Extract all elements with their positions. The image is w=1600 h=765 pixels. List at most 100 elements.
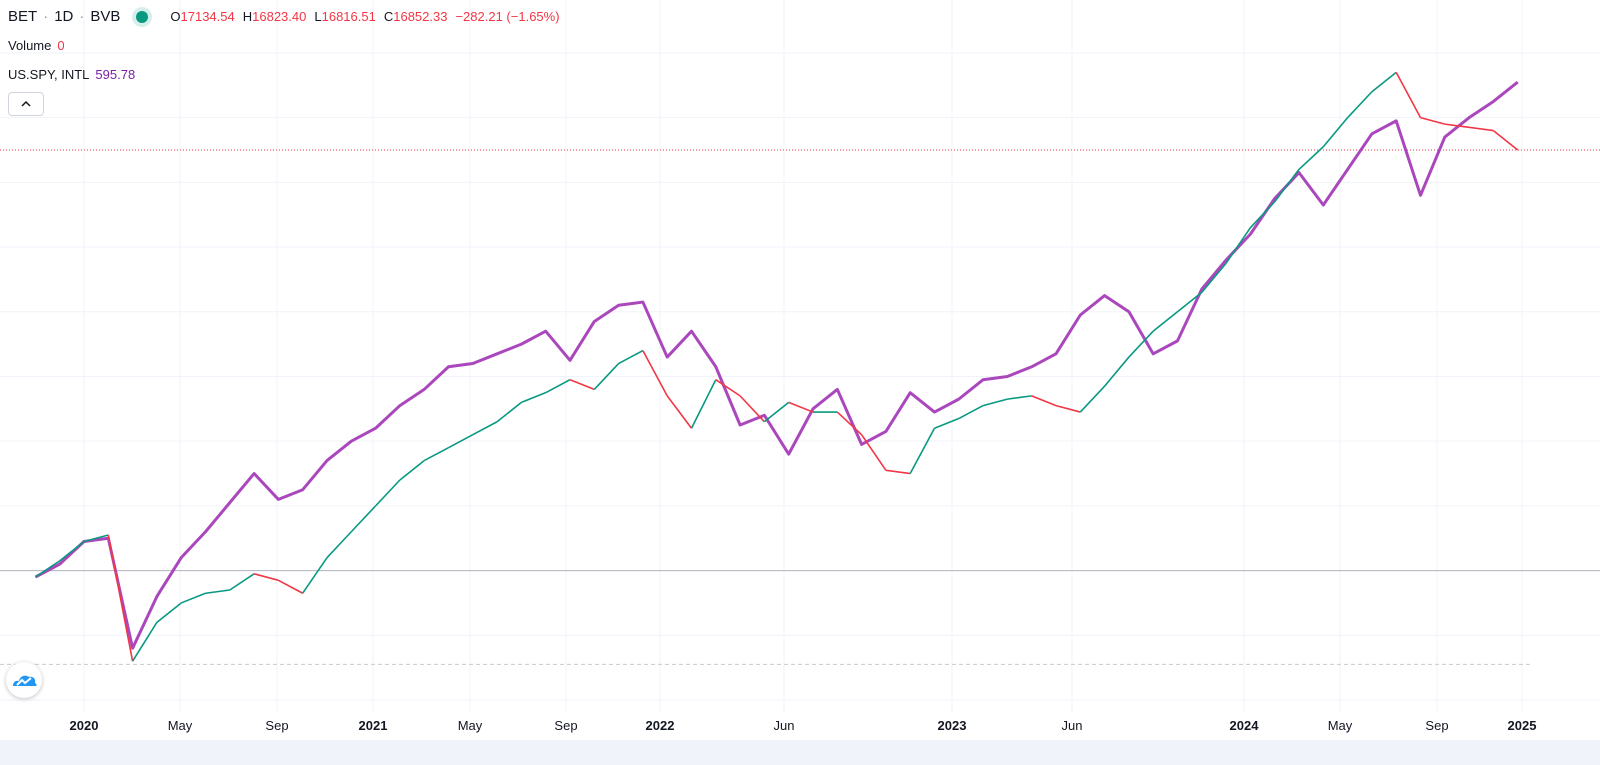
time-axis-label: May xyxy=(167,718,193,733)
main-series-segment xyxy=(1322,117,1349,148)
main-series-segment xyxy=(763,401,790,423)
main-series-segment xyxy=(1177,291,1203,313)
main-series-legend[interactable]: BET · 1D · BVB O17134.54 H16823.40 L1681… xyxy=(8,8,560,25)
ohlc-high: H16823.40 xyxy=(243,9,307,24)
time-axis-label: May xyxy=(1327,718,1353,733)
compare-series-label[interactable]: US.SPY, INTL xyxy=(8,67,90,82)
main-series-segment xyxy=(1420,116,1446,125)
volume-label[interactable]: Volume xyxy=(8,38,52,53)
main-series-segment xyxy=(131,621,158,662)
volume-value: 0 xyxy=(57,38,65,53)
interval-label[interactable]: 1D xyxy=(54,8,74,25)
main-series-segment xyxy=(982,398,1008,407)
main-series-segment xyxy=(156,602,182,623)
main-series-segment xyxy=(1225,227,1252,264)
bottom-toolbar xyxy=(0,740,1600,765)
main-series-segment xyxy=(1007,395,1032,400)
time-axis-label: 2022 xyxy=(645,718,675,733)
main-series-segment xyxy=(423,446,449,462)
main-series-segment xyxy=(715,379,741,397)
symbol-name[interactable]: BET xyxy=(8,8,38,25)
main-series-segment xyxy=(739,395,765,423)
main-series-segment xyxy=(496,401,522,423)
separator-dot: · xyxy=(43,8,49,25)
exchange-label[interactable]: BVB xyxy=(90,8,121,25)
main-series-segment xyxy=(83,534,109,543)
ohlc-high-key: H xyxy=(242,9,253,24)
main-series-segment xyxy=(521,391,546,404)
main-series-segment xyxy=(1298,146,1324,170)
main-series-segment xyxy=(1103,356,1130,387)
time-axis-label: Jun xyxy=(773,718,795,733)
main-series-segment xyxy=(836,411,863,436)
main-series-segment xyxy=(205,589,230,595)
compare-series-legend[interactable]: US.SPY, INTL 595.78 xyxy=(8,67,135,82)
main-series-segment xyxy=(593,362,620,390)
main-series-segment xyxy=(350,505,377,533)
time-axis-label: Sep xyxy=(554,718,578,733)
time-axis-label: Sep xyxy=(265,718,289,733)
main-series-segment xyxy=(1347,91,1373,119)
main-series-segment xyxy=(1152,311,1178,332)
main-series-segment xyxy=(690,379,717,429)
main-series-segment xyxy=(59,540,85,562)
separator-dot: · xyxy=(79,8,85,25)
main-series-segment xyxy=(666,395,693,429)
main-series-segment xyxy=(545,378,571,394)
main-series-segment xyxy=(1371,71,1397,93)
main-series-segment xyxy=(1128,330,1154,358)
main-series-segment xyxy=(375,479,401,507)
main-series-segment xyxy=(472,421,498,436)
time-axis-label: May xyxy=(457,718,483,733)
main-series-segment xyxy=(1395,71,1422,119)
main-series-segment xyxy=(1492,129,1519,151)
tradingview-logo-button[interactable] xyxy=(6,662,42,698)
time-axis[interactable]: 2020 May Sep 2021 May Sep 2022 Jun 2023 Jun 2024 Ma… xyxy=(0,712,1600,740)
main-series-segment xyxy=(1444,123,1470,129)
main-series-segment xyxy=(107,534,134,662)
price-chart[interactable] xyxy=(0,0,1600,712)
main-series-segment xyxy=(1055,404,1081,413)
main-series-segment xyxy=(1201,262,1227,293)
main-series-segment xyxy=(885,469,911,475)
main-series-segment xyxy=(180,592,206,604)
grid-lines xyxy=(0,0,1600,712)
main-series-segment xyxy=(1249,201,1276,229)
main-series-segment xyxy=(934,417,960,429)
main-series-segment xyxy=(642,350,668,397)
main-series-segment xyxy=(569,378,595,391)
main-series-segment xyxy=(860,434,887,471)
time-axis-label: 2020 xyxy=(69,718,99,733)
main-series-segment xyxy=(278,579,304,594)
compare-series-value: 595.78 xyxy=(95,67,136,82)
main-series-segment xyxy=(1468,126,1494,132)
time-axis-label: Jun xyxy=(1061,718,1083,733)
main-series-segment xyxy=(302,557,328,594)
chart-pane[interactable]: BET · 1D · BVB O17134.54 H16823.40 L1681… xyxy=(0,0,1600,725)
ohlc-low-key: L xyxy=(314,9,322,24)
chevron-up-icon xyxy=(21,101,31,107)
main-series-segment xyxy=(1274,168,1300,203)
main-series-segment xyxy=(326,531,352,559)
main-series-segment xyxy=(399,459,425,481)
main-series-segment xyxy=(1079,385,1106,413)
price-change: −282.21 (−1.65%) xyxy=(455,9,560,24)
volume-legend[interactable]: Volume 0 xyxy=(8,38,65,53)
collapse-legend-button[interactable] xyxy=(8,92,44,116)
series-layer xyxy=(34,71,1519,662)
ohlc-low-value: 16816.51 xyxy=(321,9,376,24)
ohlc-close-value: 16852.33 xyxy=(393,9,448,24)
market-status-icon[interactable] xyxy=(136,10,149,23)
ohlc-open: O17134.54 xyxy=(170,9,234,24)
ohlc-close-key: C xyxy=(383,9,394,24)
main-series-segment xyxy=(229,573,255,591)
main-series-segment xyxy=(448,433,474,449)
main-series-segment xyxy=(1031,395,1057,407)
ohlc-high-value: 16823.40 xyxy=(252,9,307,24)
time-axis-label: 2025 xyxy=(1507,718,1537,733)
time-axis-label: 2024 xyxy=(1229,718,1259,733)
compare-series-line xyxy=(34,80,1519,650)
ohlc-open-key: O xyxy=(170,9,181,24)
ohlc-open-value: 17134.54 xyxy=(180,9,235,24)
main-series-segment xyxy=(958,404,984,420)
